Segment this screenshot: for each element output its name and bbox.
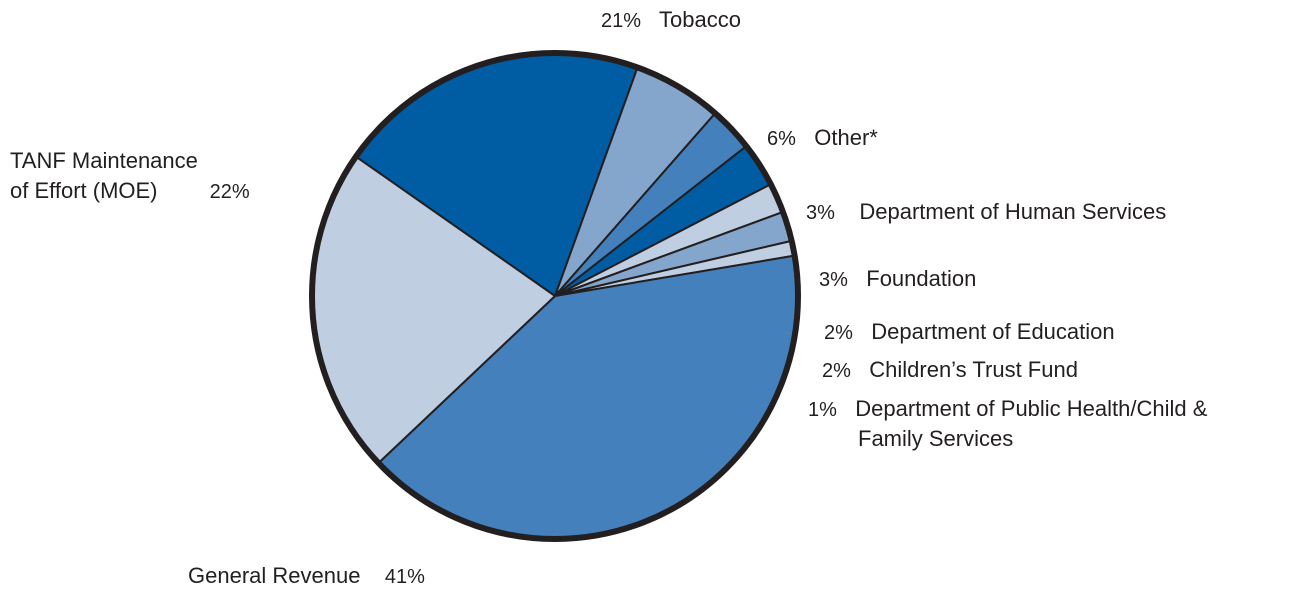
pct-tobacco: 21%: [601, 10, 642, 32]
pct-education: 2%: [824, 322, 853, 344]
name-other: Other*: [814, 125, 878, 150]
label-education: 2% Department of Education: [824, 319, 1115, 346]
name-public-health-line1: Department of Public Health/Child &: [855, 396, 1208, 421]
name-education: Department of Education: [871, 319, 1115, 344]
name-tobacco: Tobacco: [658, 7, 741, 32]
label-human-services: 3% Department of Human Services: [806, 199, 1166, 226]
label-foundation: 3% Foundation: [819, 266, 976, 293]
label-tobacco: 21% Tobacco: [601, 7, 741, 34]
name-public-health-line2: Family Services: [858, 426, 1014, 451]
pct-public-health: 1%: [808, 399, 837, 421]
label-childrens-trust: 2% Children’s Trust Fund: [822, 357, 1078, 384]
pct-other: 6%: [767, 128, 796, 150]
pct-foundation: 3%: [819, 269, 848, 291]
name-foundation: Foundation: [866, 266, 977, 291]
name-tanf-line2: of Effort (MOE): [10, 178, 158, 203]
pct-human-services: 3%: [806, 202, 835, 224]
label-tanf-line1: TANF Maintenance: [10, 148, 198, 174]
name-general-revenue: General Revenue: [188, 563, 361, 588]
label-public-health-line2: Family Services: [858, 426, 1013, 452]
pie-slices: [311, 52, 799, 540]
label-public-health: 1% Department of Public Health/Child &: [808, 396, 1207, 423]
label-general-revenue: General Revenue 41%: [188, 563, 425, 590]
name-human-services: Department of Human Services: [859, 199, 1167, 224]
label-other: 6% Other*: [767, 125, 878, 152]
name-childrens-trust: Children’s Trust Fund: [869, 357, 1078, 382]
pct-tanf: 22%: [209, 181, 250, 203]
pie-outline: [309, 50, 801, 542]
name-tanf-line1: TANF Maintenance: [10, 148, 198, 173]
label-tanf-line2: of Effort (MOE) 22%: [10, 178, 250, 205]
pct-general-revenue: 41%: [384, 566, 425, 588]
pct-childrens-trust: 2%: [822, 360, 851, 382]
